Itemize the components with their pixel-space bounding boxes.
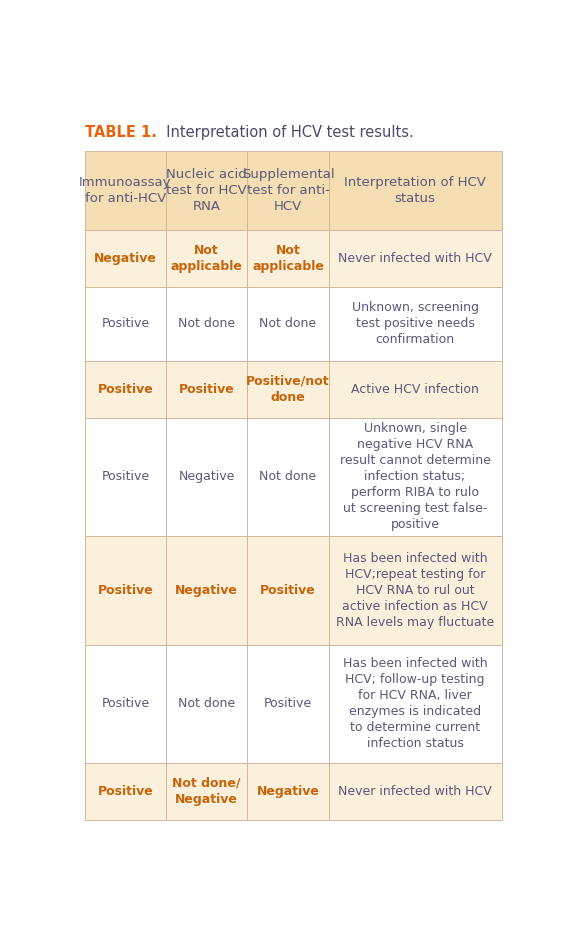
Bar (328, 361, 502, 418)
Text: Negative: Negative (175, 584, 238, 597)
Text: Positive: Positive (101, 697, 149, 710)
Text: Active HCV infection: Active HCV infection (351, 383, 479, 396)
Bar (328, 536, 502, 645)
Text: Never infected with HCV: Never infected with HCV (338, 785, 492, 798)
Bar (85, 645, 166, 763)
Text: Not done: Not done (259, 470, 316, 483)
Bar (85, 151, 166, 230)
Text: Not
applicable: Not applicable (252, 244, 324, 273)
Text: Negative: Negative (94, 252, 157, 265)
Bar (85, 763, 166, 819)
Text: Positive: Positive (264, 697, 312, 710)
Bar (166, 536, 247, 645)
Text: Not done: Not done (178, 317, 235, 330)
Bar (85, 286, 166, 361)
Text: Positive/not
done: Positive/not done (246, 375, 329, 404)
Text: TABLE 1.: TABLE 1. (85, 125, 157, 140)
Text: Unknown, single
negative HCV RNA
result cannot determine
infection status;
perfo: Unknown, single negative HCV RNA result … (340, 423, 490, 531)
Bar (328, 151, 502, 230)
Bar (166, 645, 247, 763)
Bar (166, 286, 247, 361)
Bar (247, 645, 328, 763)
Text: Not done: Not done (259, 317, 316, 330)
Text: Positive: Positive (101, 317, 149, 330)
Bar (247, 361, 328, 418)
Bar (166, 763, 247, 819)
Bar (328, 645, 502, 763)
Text: Unknown, screening
test positive needs
confirmation: Unknown, screening test positive needs c… (352, 301, 479, 346)
Bar (247, 418, 328, 536)
Bar (328, 286, 502, 361)
Text: Negative: Negative (256, 785, 319, 798)
Text: Negative: Negative (178, 470, 235, 483)
Bar (247, 230, 328, 286)
Bar (85, 536, 166, 645)
Text: Has been infected with
HCV;repeat testing for
HCV RNA to rul out
active infectio: Has been infected with HCV;repeat testin… (336, 551, 494, 629)
Text: Interpretation of HCV
status: Interpretation of HCV status (344, 176, 486, 205)
Text: Positive: Positive (98, 785, 153, 798)
Bar (247, 151, 328, 230)
Bar (166, 361, 247, 418)
Text: Positive: Positive (101, 470, 149, 483)
Bar (247, 536, 328, 645)
Text: Positive: Positive (98, 584, 153, 597)
Bar (85, 418, 166, 536)
Bar (328, 763, 502, 819)
Bar (166, 151, 247, 230)
Bar (247, 763, 328, 819)
Bar (85, 230, 166, 286)
Text: Never infected with HCV: Never infected with HCV (338, 252, 492, 265)
Bar (328, 230, 502, 286)
Text: Not done/
Negative: Not done/ Negative (172, 776, 241, 806)
Text: Positive: Positive (260, 584, 316, 597)
Bar (166, 230, 247, 286)
Bar (247, 286, 328, 361)
Bar (85, 361, 166, 418)
Text: Positive: Positive (179, 383, 235, 396)
Bar (166, 418, 247, 536)
Text: Interpretation of HCV test results.: Interpretation of HCV test results. (157, 125, 414, 140)
Text: Positive: Positive (98, 383, 153, 396)
Text: Nucleic acid
test for HCV
RNA: Nucleic acid test for HCV RNA (166, 168, 247, 214)
Text: Has been infected with
HCV; follow-up testing
for HCV RNA, liver
enzymes is indi: Has been infected with HCV; follow-up te… (343, 658, 487, 750)
Text: Supplemental
test for anti-
HCV: Supplemental test for anti- HCV (241, 168, 334, 214)
Text: Immunoassay
for anti-HCV: Immunoassay for anti-HCV (79, 176, 172, 205)
Bar (328, 418, 502, 536)
Text: Not
applicable: Not applicable (171, 244, 243, 273)
Text: Not done: Not done (178, 697, 235, 710)
